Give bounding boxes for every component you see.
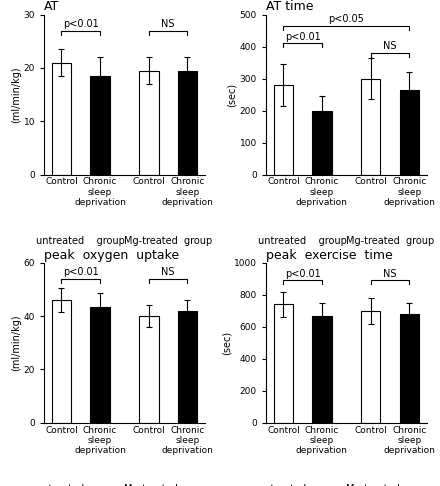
Bar — [90, 307, 110, 423]
Bar — [274, 304, 293, 423]
Bar — [361, 311, 381, 423]
Y-axis label: (sec): (sec) — [227, 83, 237, 107]
Text: AT time: AT time — [266, 0, 313, 14]
Bar — [312, 315, 331, 423]
Text: NS: NS — [161, 267, 175, 277]
Bar — [274, 85, 293, 174]
Text: p<0.01: p<0.01 — [63, 267, 99, 277]
Text: NS: NS — [383, 269, 397, 279]
Text: Mg-treated  group: Mg-treated group — [124, 236, 212, 245]
Text: peak  exercise  time: peak exercise time — [266, 248, 393, 261]
Y-axis label: (ml/min/kg): (ml/min/kg) — [11, 66, 21, 123]
Y-axis label: (sec): (sec) — [221, 330, 231, 355]
Text: Mg-treated  group: Mg-treated group — [124, 484, 212, 486]
Text: p<0.01: p<0.01 — [63, 19, 99, 29]
Text: p<0.01: p<0.01 — [285, 269, 321, 279]
Text: NS: NS — [161, 19, 175, 29]
Text: untreated    group: untreated group — [36, 484, 125, 486]
Text: NS: NS — [383, 41, 397, 52]
Y-axis label: (ml/min/kg): (ml/min/kg) — [11, 314, 21, 371]
Bar — [52, 63, 71, 174]
Bar — [400, 90, 419, 174]
Text: p<0.05: p<0.05 — [328, 14, 364, 24]
Bar — [139, 70, 158, 174]
Bar — [178, 70, 197, 174]
Text: untreated    group: untreated group — [258, 484, 347, 486]
Bar — [400, 314, 419, 423]
Text: Mg-treated  group: Mg-treated group — [346, 484, 434, 486]
Bar — [52, 300, 71, 423]
Text: p<0.01: p<0.01 — [285, 32, 321, 42]
Bar — [90, 76, 110, 174]
Text: untreated    group: untreated group — [258, 236, 347, 245]
Text: Mg-treated  group: Mg-treated group — [346, 236, 434, 245]
Bar — [361, 79, 381, 174]
Text: AT: AT — [44, 0, 59, 14]
Text: peak  oxygen  uptake: peak oxygen uptake — [44, 248, 179, 261]
Text: untreated    group: untreated group — [36, 236, 125, 245]
Bar — [139, 316, 158, 423]
Bar — [312, 111, 331, 174]
Bar — [178, 311, 197, 423]
